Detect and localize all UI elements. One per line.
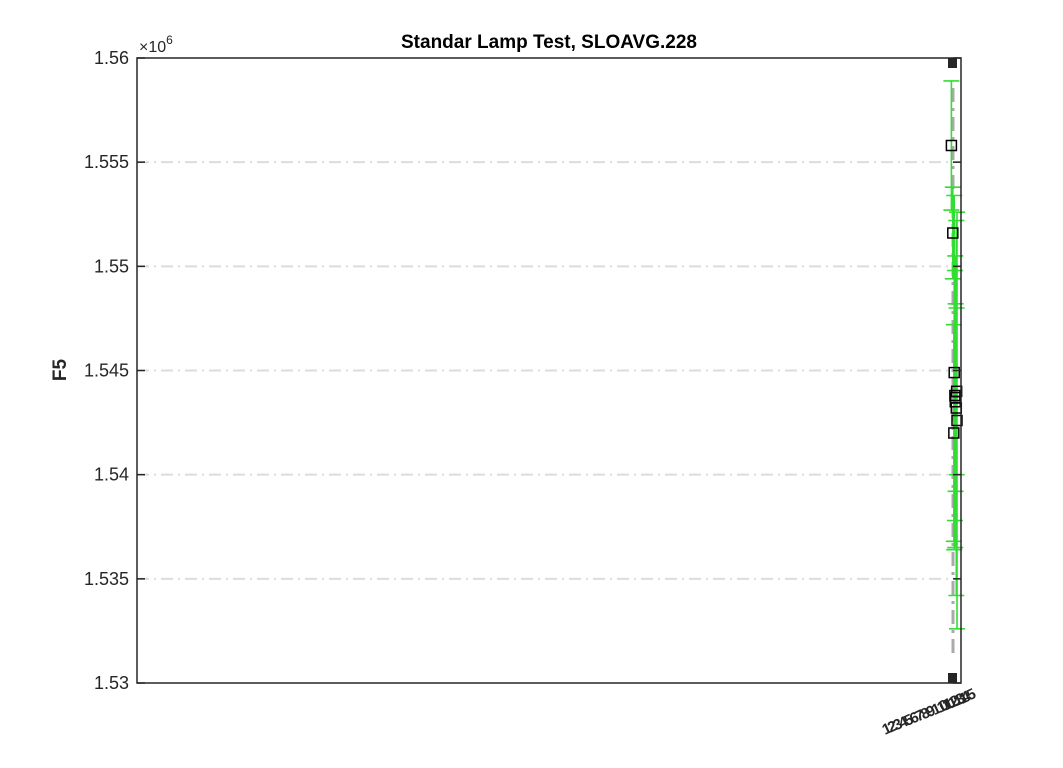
y-tick-label: 1.555 bbox=[84, 152, 129, 172]
data-marks bbox=[943, 58, 965, 683]
data-point bbox=[947, 227, 959, 239]
y-tick-label: 1.545 bbox=[84, 361, 129, 381]
x-tick-label: 12 bbox=[940, 692, 962, 714]
x-tick-label: 10 bbox=[929, 696, 951, 718]
y-tick-label: 1.53 bbox=[94, 673, 129, 693]
y-exponent-base: ×10 bbox=[139, 39, 166, 56]
y-tick-label: 1.54 bbox=[94, 465, 129, 485]
x-tick-label: 14 bbox=[951, 687, 974, 710]
y-exponent-power: 6 bbox=[166, 33, 173, 47]
data-point bbox=[948, 427, 960, 439]
grid-lines bbox=[137, 161, 961, 580]
x-tick-label: 13 bbox=[946, 690, 968, 712]
y-tick-label: 1.55 bbox=[94, 256, 129, 276]
x-tick-band-bottom bbox=[948, 673, 957, 683]
data-point bbox=[948, 366, 960, 379]
chart-title: Standar Lamp Test, SLOAVG.228 bbox=[401, 32, 697, 53]
x-tick-band-top bbox=[948, 58, 957, 68]
y-tick-label: 1.56 bbox=[94, 48, 129, 68]
data-point bbox=[945, 139, 958, 152]
y-axis-label: F5 bbox=[50, 358, 71, 381]
data-point bbox=[951, 414, 963, 427]
x-tick-label: 11 bbox=[935, 695, 957, 717]
y-tick-label: 1.535 bbox=[84, 569, 129, 589]
y-exponent-label: ×106 bbox=[139, 33, 173, 56]
y-axis: 1.53 1.535 1.54 1.545 1.55 1.555 1.56 bbox=[84, 48, 961, 693]
x-tick-label: 15 bbox=[957, 685, 979, 707]
